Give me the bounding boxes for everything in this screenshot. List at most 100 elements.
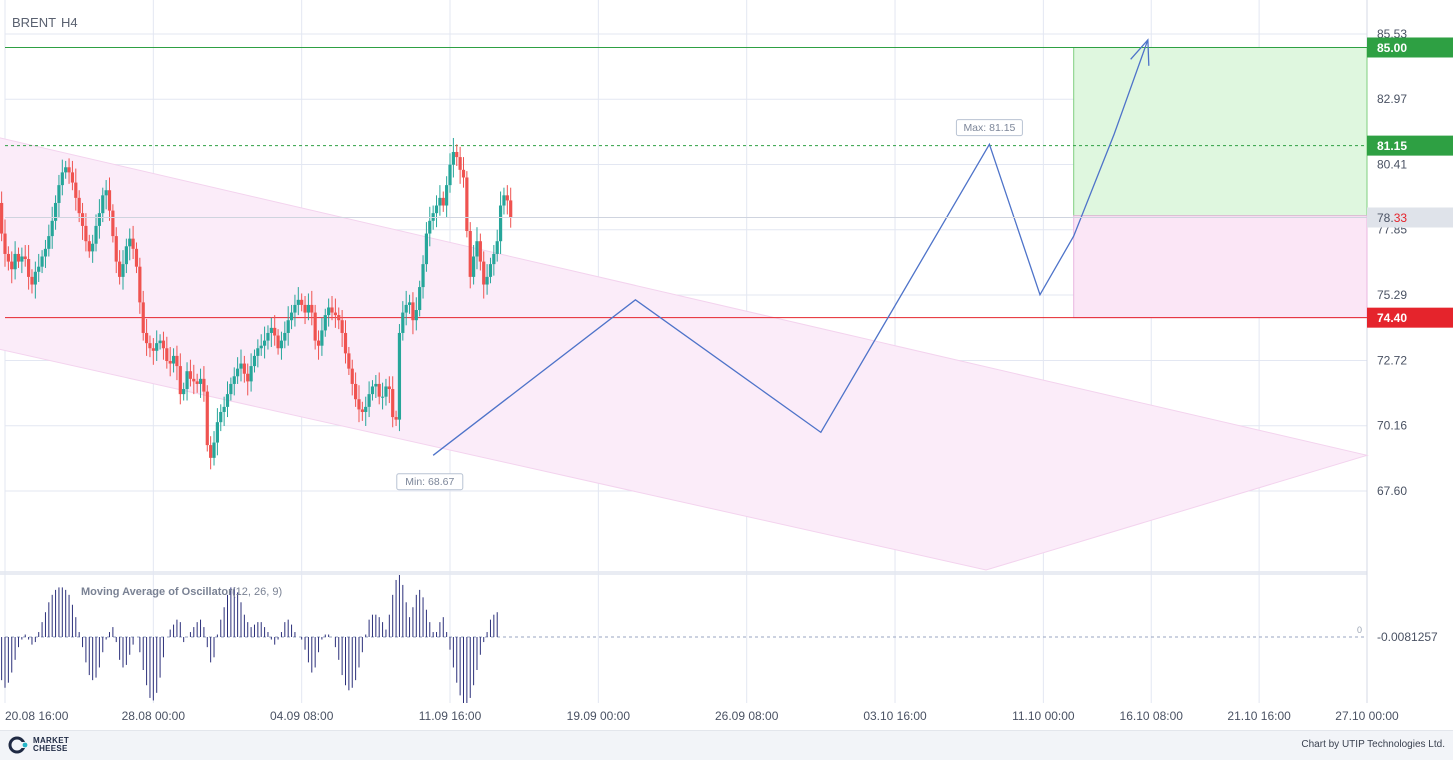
candle bbox=[438, 185, 442, 216]
candle bbox=[495, 229, 499, 262]
candle-body bbox=[347, 353, 351, 369]
candle-body bbox=[418, 287, 422, 311]
candle bbox=[232, 367, 236, 396]
candle-body bbox=[357, 399, 361, 410]
candle-body bbox=[411, 302, 415, 321]
candle bbox=[212, 431, 216, 466]
candle-body bbox=[401, 312, 405, 333]
time-tick-label: 11.10 00:00 bbox=[1012, 709, 1075, 723]
candle-body bbox=[0, 202, 4, 234]
candle-body bbox=[266, 332, 270, 341]
candle-body bbox=[273, 327, 277, 336]
candle bbox=[300, 293, 304, 312]
candle-body bbox=[131, 238, 135, 249]
candle-body bbox=[438, 197, 442, 206]
candle-body bbox=[269, 327, 273, 333]
take-profit-zone bbox=[1073, 46, 1368, 217]
candle-body bbox=[94, 225, 98, 244]
candle bbox=[313, 304, 317, 350]
chart-credit[interactable]: Chart by UTIP Technologies Ltd. bbox=[1301, 739, 1445, 750]
candle bbox=[380, 382, 385, 410]
candle-body bbox=[505, 195, 509, 201]
candle-body bbox=[404, 304, 408, 313]
candle bbox=[151, 338, 155, 365]
candle-body bbox=[424, 233, 429, 265]
candle-body bbox=[279, 340, 284, 349]
candle-body bbox=[151, 348, 155, 351]
min-annotation-text: Min: 68.67 bbox=[405, 476, 454, 488]
candle-body bbox=[289, 312, 294, 321]
candle-body bbox=[182, 389, 186, 395]
oscillator-histogram bbox=[1, 575, 498, 703]
candle bbox=[161, 331, 166, 360]
candle bbox=[320, 317, 324, 356]
candle-body bbox=[364, 406, 368, 412]
candle-body bbox=[6, 253, 10, 262]
market-cheese-logo-icon bbox=[8, 736, 28, 754]
brand-logo[interactable]: MARKET CHEESE bbox=[8, 736, 69, 754]
candle bbox=[91, 234, 95, 263]
candle bbox=[418, 280, 422, 317]
symbol-label: BRENT bbox=[12, 15, 56, 30]
candle bbox=[451, 137, 455, 178]
candle-body bbox=[367, 394, 371, 407]
candle-body bbox=[43, 248, 48, 257]
candle-body bbox=[64, 167, 68, 173]
candle bbox=[262, 326, 267, 359]
oscillator-params: (12, 26, 9) bbox=[232, 586, 282, 598]
candle bbox=[343, 320, 348, 364]
candle-body bbox=[188, 371, 193, 379]
candle-body bbox=[259, 345, 263, 349]
candle bbox=[165, 336, 169, 369]
candle bbox=[441, 191, 445, 212]
candle bbox=[47, 224, 51, 257]
candle bbox=[94, 214, 98, 252]
candle-body bbox=[168, 360, 172, 364]
candle bbox=[333, 298, 337, 328]
candle bbox=[357, 385, 361, 423]
candle bbox=[323, 308, 327, 337]
candle bbox=[134, 242, 139, 274]
candle-body bbox=[509, 200, 513, 218]
candle bbox=[77, 190, 81, 223]
candle-body bbox=[23, 256, 27, 260]
oscillator-zero-label: 0 bbox=[1357, 625, 1362, 635]
candle bbox=[458, 146, 462, 184]
candle bbox=[367, 381, 371, 418]
candle bbox=[488, 257, 493, 284]
candle bbox=[239, 349, 243, 382]
candle-body bbox=[53, 202, 58, 221]
candle bbox=[485, 264, 489, 295]
candle bbox=[222, 396, 226, 426]
pane-separator bbox=[0, 571, 1367, 575]
candle bbox=[33, 261, 37, 299]
candle bbox=[303, 296, 307, 325]
candle-body bbox=[293, 304, 297, 313]
candle bbox=[498, 191, 503, 254]
candle-body bbox=[20, 256, 24, 262]
candle-body bbox=[16, 253, 21, 262]
candle-body bbox=[30, 276, 34, 285]
max-annotation-text: Max: 81.15 bbox=[963, 122, 1015, 134]
candle bbox=[84, 213, 88, 252]
candle-body bbox=[472, 256, 476, 277]
candle bbox=[306, 293, 311, 321]
candle bbox=[175, 345, 179, 381]
candle bbox=[374, 375, 378, 398]
candles bbox=[0, 137, 513, 470]
candle bbox=[114, 227, 118, 274]
candle-body bbox=[387, 386, 391, 390]
candle-body bbox=[455, 151, 459, 158]
candle-body bbox=[391, 389, 395, 418]
brand-line-1: MARKET bbox=[33, 736, 70, 745]
candle bbox=[445, 176, 449, 217]
candle-body bbox=[482, 261, 486, 285]
candle-body bbox=[354, 383, 358, 400]
time-tick-label: 11.09 16:00 bbox=[419, 709, 482, 723]
candle bbox=[182, 382, 186, 401]
candle bbox=[360, 401, 364, 421]
candle-body bbox=[394, 417, 398, 420]
current-price-box bbox=[1367, 207, 1453, 228]
candle-body bbox=[141, 302, 145, 333]
